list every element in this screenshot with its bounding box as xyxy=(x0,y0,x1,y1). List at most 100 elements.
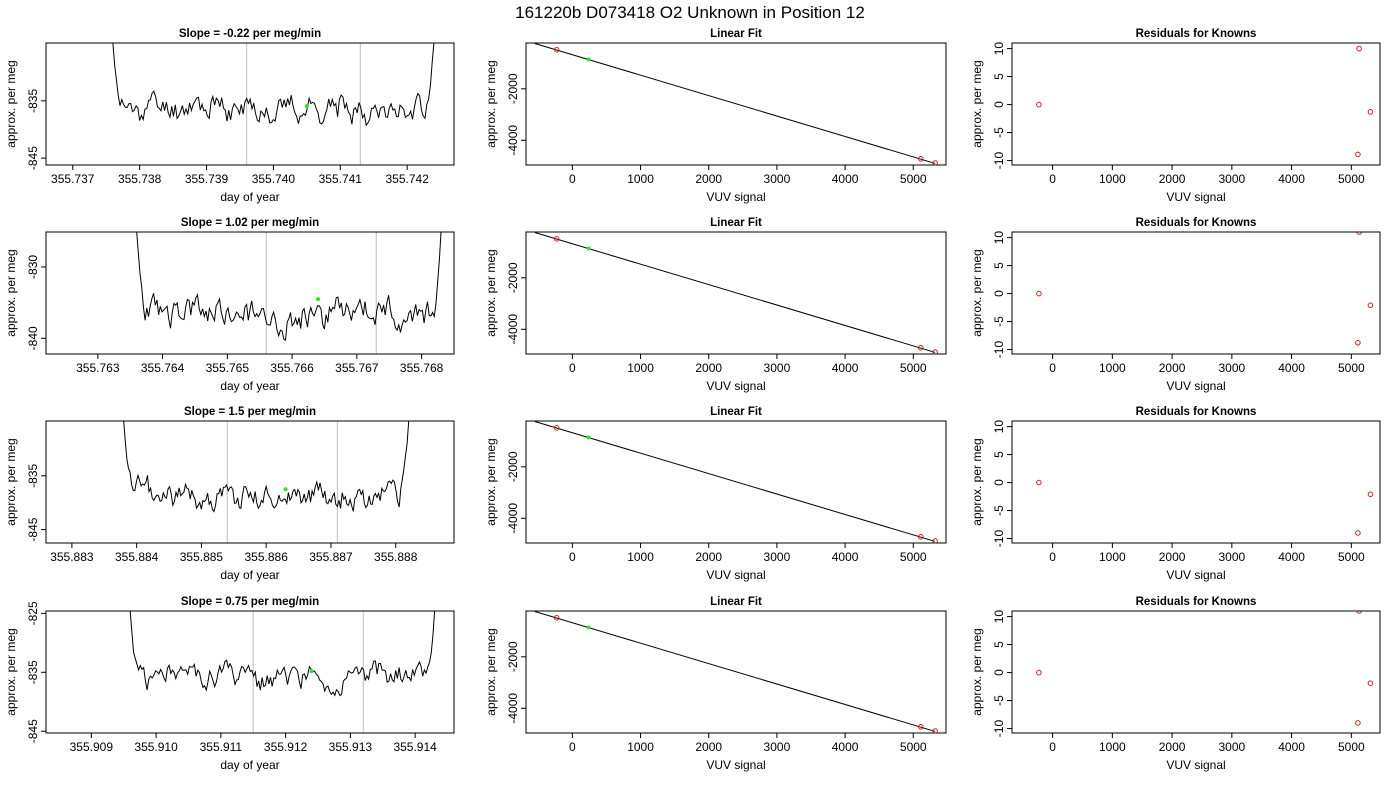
x-tick-label: 4000 xyxy=(832,172,859,186)
figure-title: 161220b D073418 O2 Unknown in Position 1… xyxy=(515,3,865,22)
y-tick-label: 0 xyxy=(992,101,1006,108)
x-tick-label: 3000 xyxy=(1218,172,1245,186)
x-axis-label: VUV signal xyxy=(706,190,765,204)
plot-area xyxy=(534,421,938,543)
x-tick-label: 355.765 xyxy=(206,361,250,375)
residual-point xyxy=(1355,720,1361,726)
x-tick-label: 1000 xyxy=(1099,361,1126,375)
plot-frame xyxy=(525,42,947,166)
plot-frame xyxy=(45,610,455,734)
x-tick-label: 5000 xyxy=(1338,361,1365,375)
x-tick-label: 4000 xyxy=(1278,550,1305,564)
plot-frame xyxy=(45,231,455,355)
x-tick-label: 355.885 xyxy=(180,550,224,564)
x-tick-label: 3000 xyxy=(764,172,791,186)
panel-title: Slope = 0.75 per meg/min xyxy=(181,596,319,608)
plot-frame xyxy=(525,231,947,355)
x-tick-label: 4000 xyxy=(1278,172,1305,186)
x-tick-label: 2000 xyxy=(1159,550,1186,564)
y-axis-label: approx. per meg xyxy=(4,60,18,147)
plot-frame xyxy=(1011,420,1381,544)
panel-title: Slope = 1.5 per meg/min xyxy=(184,406,316,418)
plot-frame xyxy=(45,420,455,544)
residual-point xyxy=(1355,151,1361,158)
fit-line xyxy=(534,421,936,542)
x-axis-label: VUV signal xyxy=(1166,190,1225,204)
y-axis-label: approx. per meg xyxy=(484,438,498,525)
known-standard-point xyxy=(553,615,560,621)
chart-panel-1-1: Slope = -0.22 per meg/min day of year appr… xyxy=(4,28,455,204)
x-tick-label: 355.739 xyxy=(185,172,229,186)
x-tick-label: 2000 xyxy=(695,172,722,186)
x-tick-label: 2000 xyxy=(695,740,722,754)
plot-area xyxy=(1036,479,1374,536)
plot-area xyxy=(136,232,442,354)
x-tick-label: 355.742 xyxy=(385,172,429,186)
x-tick-label: 355.909 xyxy=(70,740,114,754)
y-tick-label: 10 xyxy=(992,42,1006,56)
chart-panel-4-1: Slope = 0.75 per meg/min day of year appro… xyxy=(4,596,455,772)
x-tick-label: 355.763 xyxy=(76,361,120,375)
y-tick-label: -845 xyxy=(26,517,40,541)
y-axis-label: approx. per meg xyxy=(970,628,984,715)
y-tick-label: 5 xyxy=(992,451,1006,458)
x-tick-label: 355.883 xyxy=(50,550,94,564)
x-axis-label: day of year xyxy=(220,190,279,204)
residual-point xyxy=(1367,109,1374,115)
chart-panel-4-2: Linear Fit VUV signal approx. per meg 0 1000… xyxy=(484,596,947,772)
panel-title: Slope = 1.02 per meg/min xyxy=(181,217,319,229)
x-tick-label: 2000 xyxy=(1159,361,1186,375)
unknown-mean-point xyxy=(309,669,314,674)
signal-trace-line xyxy=(136,232,442,342)
y-axis-label: approx. per meg xyxy=(4,438,18,525)
plot-frame xyxy=(45,42,455,166)
x-tick-label: 4000 xyxy=(832,550,859,564)
x-tick-label: 5000 xyxy=(900,172,927,186)
known-standard-point xyxy=(917,345,924,351)
x-tick-label: 1000 xyxy=(627,740,654,754)
x-tick-label: 355.914 xyxy=(393,740,437,754)
y-axis-label: approx. per meg xyxy=(484,60,498,147)
residual-point xyxy=(1367,680,1374,686)
x-tick-label: 355.740 xyxy=(252,172,296,186)
y-tick-label: -2000 xyxy=(506,262,520,293)
y-tick-label: -2000 xyxy=(506,641,520,672)
fit-line xyxy=(534,232,936,353)
y-axis-label: approx. per meg xyxy=(484,249,498,336)
y-tick-label: -10 xyxy=(992,720,1006,738)
known-standard-point xyxy=(932,538,938,543)
x-tick-label: 2000 xyxy=(1159,740,1186,754)
y-axis-label: approx. per meg xyxy=(4,628,18,715)
known-standard-point xyxy=(553,425,560,431)
x-tick-label: 2000 xyxy=(695,550,722,564)
panel-title: Linear Fit xyxy=(710,406,762,418)
signal-trace-line xyxy=(129,611,436,697)
residual-point xyxy=(1367,302,1374,309)
y-tick-label: -5 xyxy=(992,505,1006,516)
y-tick-label: 5 xyxy=(992,73,1006,80)
y-tick-label: -845 xyxy=(26,146,40,170)
y-tick-label: -830 xyxy=(26,255,40,279)
plot-area xyxy=(1036,232,1374,346)
panel-grid: Slope = -0.22 per meg/min day of year appr… xyxy=(4,28,1381,772)
x-tick-label: 4000 xyxy=(1278,740,1305,754)
x-tick-label: 1000 xyxy=(627,172,654,186)
plot-area xyxy=(1036,611,1374,726)
x-tick-label: 5000 xyxy=(900,361,927,375)
x-axis-label: day of year xyxy=(220,568,279,582)
x-tick-label: 5000 xyxy=(1338,550,1365,564)
y-tick-label: -5 xyxy=(992,695,1006,706)
x-tick-label: 1000 xyxy=(1099,172,1126,186)
panel-title: Residuals for Knowns xyxy=(1136,217,1257,229)
x-axis-label: day of year xyxy=(220,758,279,772)
panel-title: Residuals for Knowns xyxy=(1136,596,1257,608)
y-tick-label: 5 xyxy=(992,262,1006,269)
x-tick-label: 1000 xyxy=(627,550,654,564)
known-standard-point xyxy=(932,349,938,354)
x-tick-label: 4000 xyxy=(832,361,859,375)
x-tick-label: 355.738 xyxy=(118,172,162,186)
known-standard-point xyxy=(932,728,938,733)
panel-title: Residuals for Knowns xyxy=(1136,28,1257,40)
plot-frame xyxy=(525,610,947,734)
x-axis-label: VUV signal xyxy=(1166,568,1225,582)
